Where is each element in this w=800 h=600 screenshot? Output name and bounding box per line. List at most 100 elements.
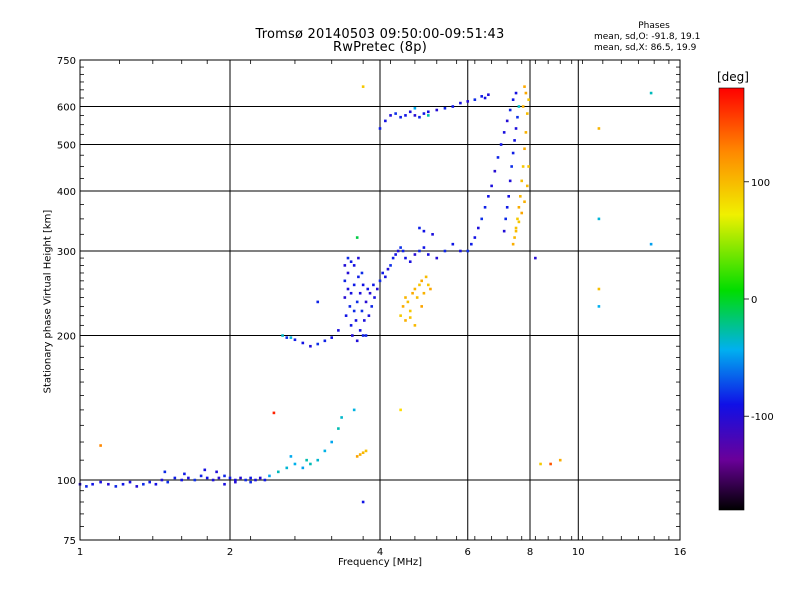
phase-stats-title: Phases <box>638 21 670 31</box>
data-point <box>508 108 512 112</box>
data-point <box>285 336 289 339</box>
data-point <box>525 112 529 115</box>
data-point <box>268 474 271 478</box>
y-tick-label: 75 <box>63 536 76 547</box>
data-point <box>358 453 362 456</box>
data-point <box>435 108 439 112</box>
data-point <box>426 253 430 256</box>
data-point <box>364 334 368 337</box>
data-point <box>399 314 402 317</box>
data-point <box>203 468 207 472</box>
data-point <box>352 283 356 287</box>
data-point <box>473 236 477 239</box>
data-point <box>431 233 434 236</box>
data-point <box>504 217 507 221</box>
data-point <box>323 449 327 453</box>
data-point <box>362 319 366 322</box>
data-point <box>415 296 419 299</box>
data-point <box>316 458 320 462</box>
data-point <box>228 476 232 480</box>
data-point <box>459 249 462 253</box>
data-point <box>358 329 362 332</box>
data-point <box>527 165 530 168</box>
data-point <box>408 316 412 319</box>
data-point <box>316 342 320 346</box>
data-point <box>199 474 203 478</box>
data-point <box>404 319 407 322</box>
data-point <box>480 95 484 98</box>
data-point <box>496 156 500 159</box>
axis-ticks: 1 2 4 6 8 10 16 75 100 200 300 400 500 600 750 <box>57 56 686 558</box>
data-point <box>524 91 528 95</box>
data-point <box>361 334 365 337</box>
data-point <box>539 462 542 466</box>
data-point <box>378 279 382 283</box>
data-point <box>418 249 421 253</box>
data-point <box>348 305 352 308</box>
data-point <box>505 205 509 209</box>
data-point <box>344 314 348 317</box>
data-point <box>413 114 417 117</box>
data-point <box>373 296 376 299</box>
colorbar <box>718 87 745 511</box>
data-point <box>285 466 289 470</box>
data-point <box>85 485 88 488</box>
data-point <box>597 127 601 130</box>
data-point <box>443 249 447 253</box>
data-point <box>217 476 221 480</box>
data-point <box>234 478 237 482</box>
data-point <box>346 271 350 275</box>
data-point <box>249 476 252 480</box>
data-point <box>558 458 562 462</box>
data-point <box>163 470 167 474</box>
data-point <box>305 458 308 462</box>
data-point <box>516 217 519 221</box>
data-point <box>597 287 601 291</box>
data-point <box>422 229 426 233</box>
colorbar-tick-label: -100 <box>751 412 774 423</box>
data-point <box>404 296 407 299</box>
data-point <box>276 470 280 474</box>
data-point <box>258 476 262 480</box>
data-point <box>370 305 374 308</box>
data-point <box>394 253 397 256</box>
y-tick-label: 500 <box>57 141 76 152</box>
data-point <box>502 131 506 134</box>
data-point <box>422 291 426 295</box>
data-point <box>517 220 521 224</box>
data-point <box>510 165 513 168</box>
data-point <box>473 98 477 101</box>
data-point <box>239 476 242 480</box>
data-point <box>413 106 417 110</box>
data-point <box>426 110 430 114</box>
data-point <box>435 256 439 260</box>
data-point <box>244 478 247 482</box>
data-point <box>597 217 601 221</box>
data-point <box>521 165 525 168</box>
data-point <box>293 338 297 342</box>
data-point <box>389 114 392 117</box>
x-tick-label: 6 <box>465 547 471 558</box>
data-point <box>483 205 487 209</box>
data-point <box>514 91 518 95</box>
data-point <box>399 115 402 119</box>
data-point <box>490 184 493 188</box>
data-point <box>364 449 368 453</box>
data-point <box>413 253 417 256</box>
data-point <box>391 256 395 260</box>
data-point <box>422 112 426 115</box>
data-point <box>514 226 518 230</box>
data-point <box>384 119 387 123</box>
data-point <box>361 451 365 455</box>
y-tick-label: 600 <box>57 103 76 114</box>
data-point <box>272 411 276 415</box>
data-point <box>480 217 484 221</box>
data-point <box>399 408 402 412</box>
y-tick-label: 750 <box>57 56 76 67</box>
data-point <box>470 242 473 246</box>
data-point <box>386 267 390 271</box>
data-point <box>142 482 145 486</box>
data-point <box>424 275 428 279</box>
data-point <box>597 305 601 308</box>
